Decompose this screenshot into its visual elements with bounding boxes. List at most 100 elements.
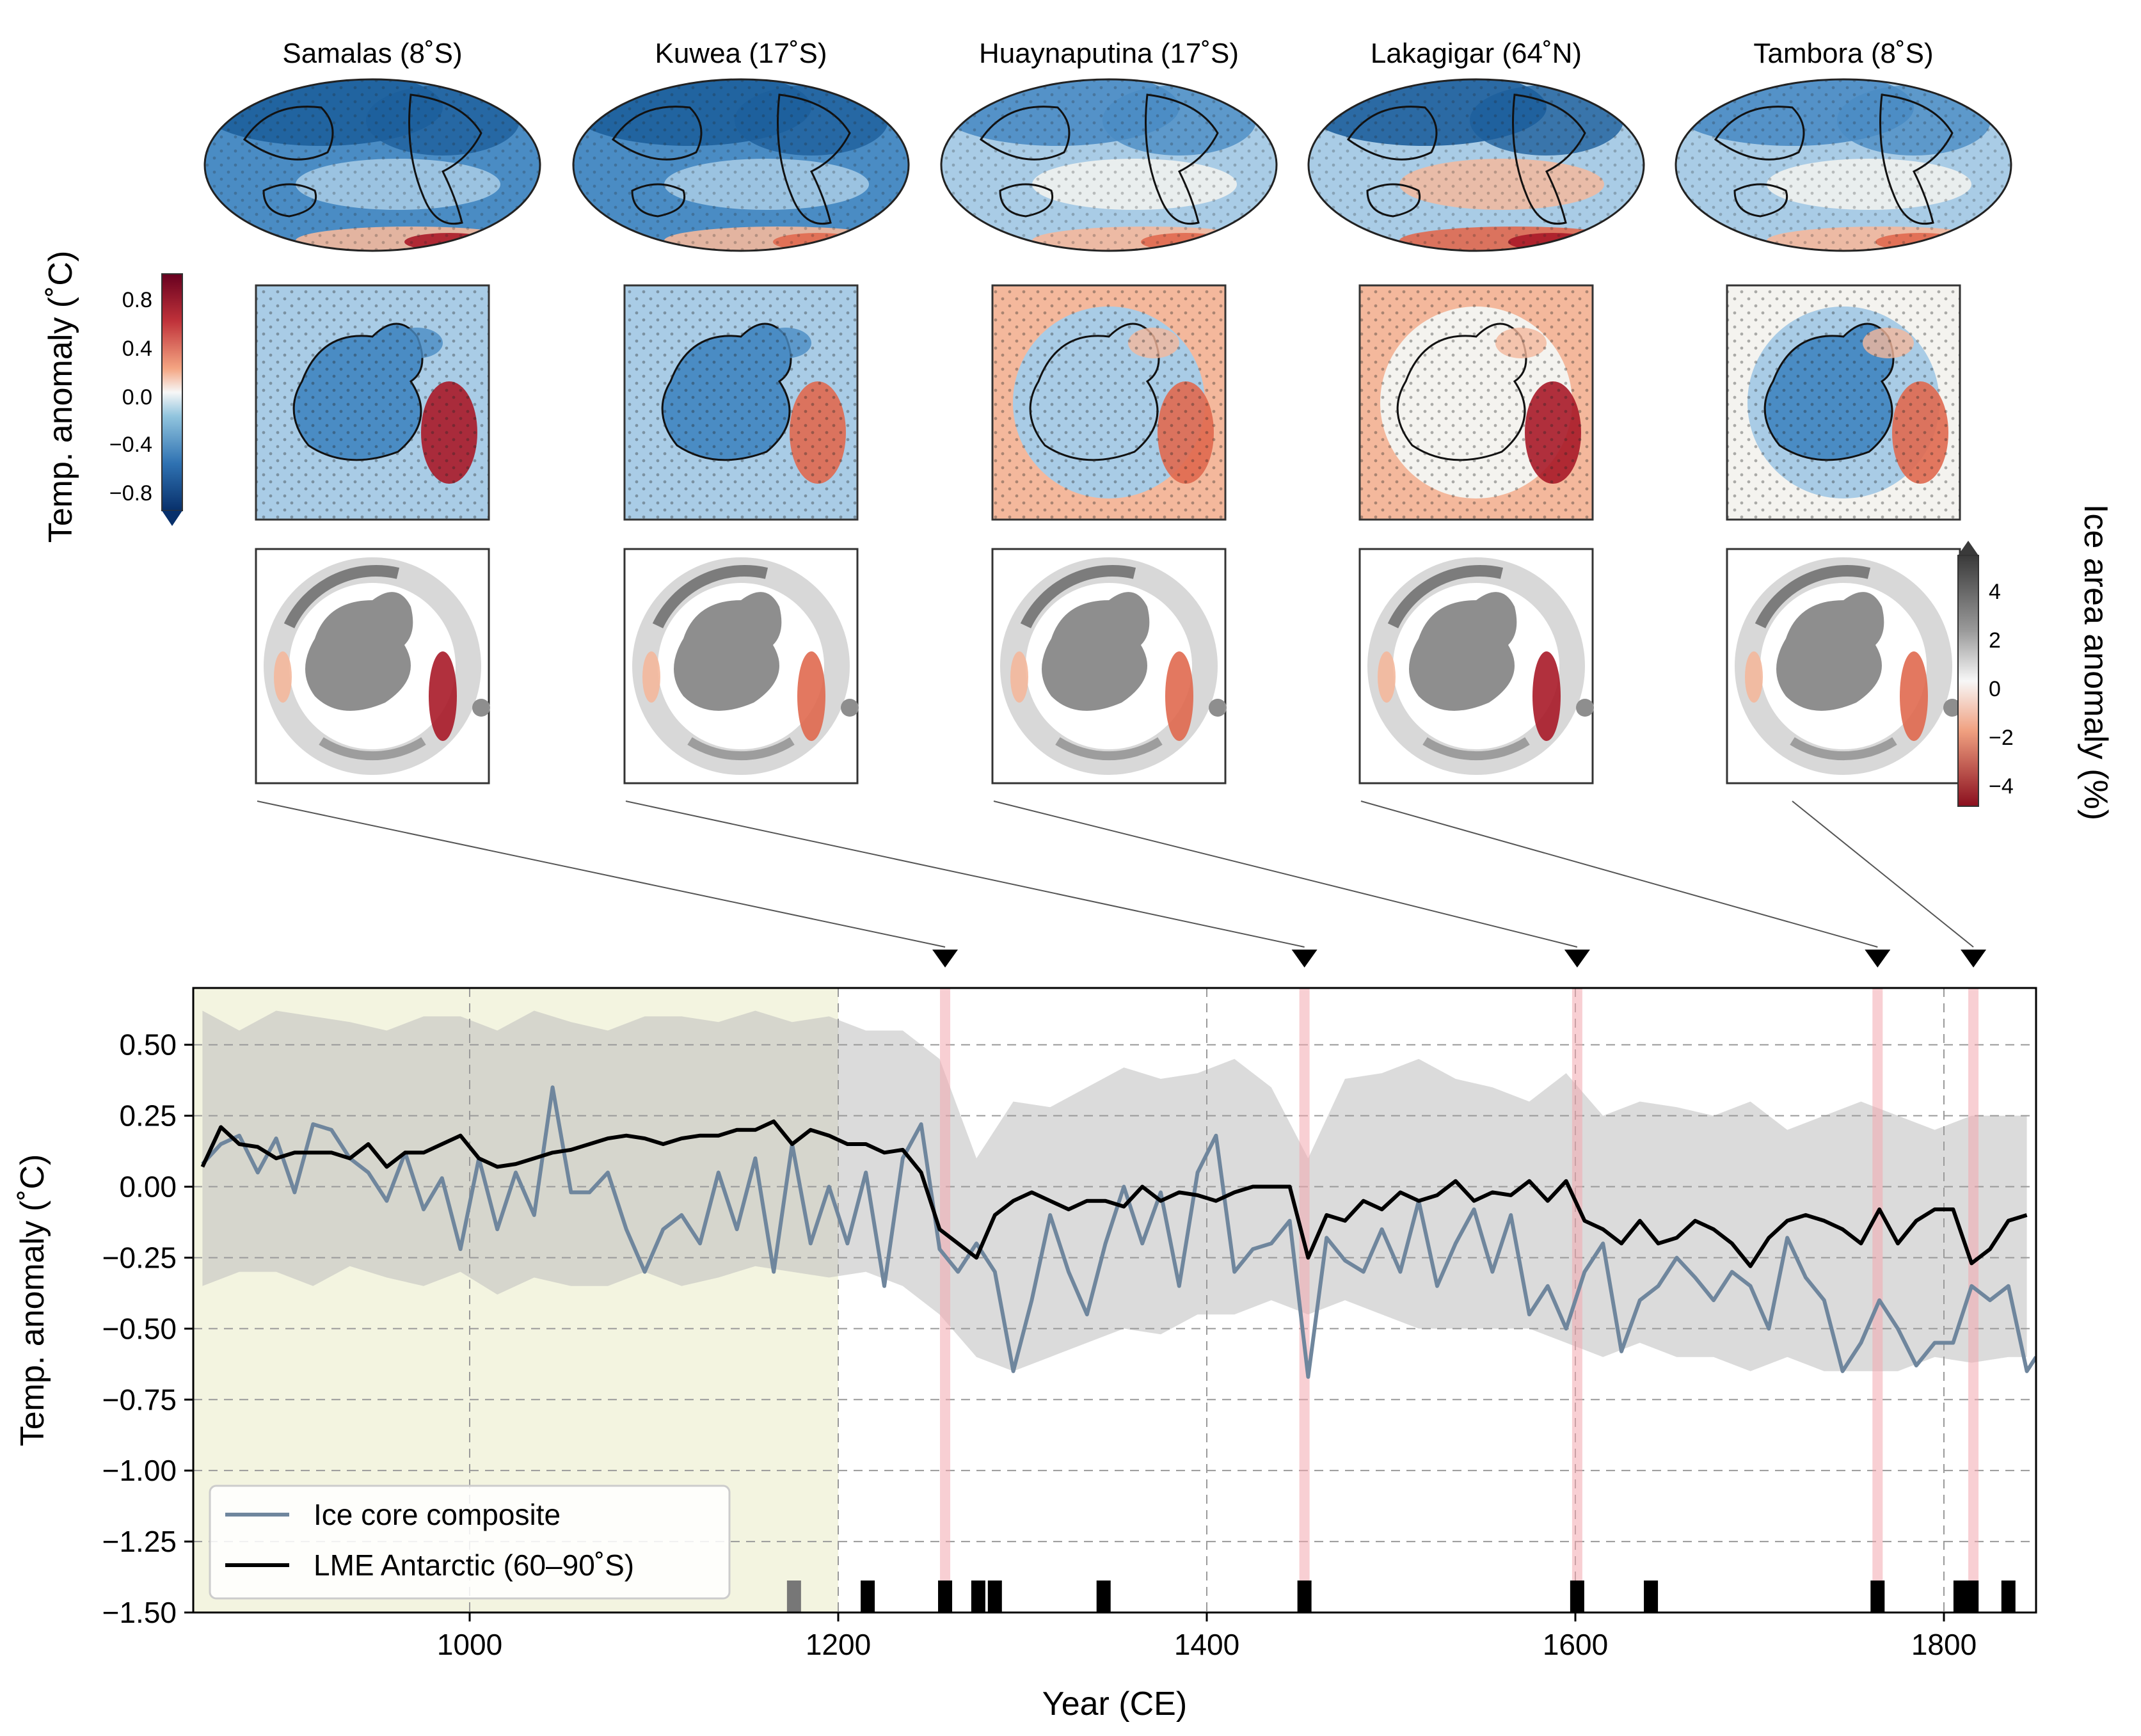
ice-cb-tick: −2 xyxy=(1989,726,2014,750)
x-tick-label: 1800 xyxy=(1911,1628,1977,1661)
connector-line xyxy=(1792,800,1974,948)
temp-cb-tick: 0.0 xyxy=(122,385,152,410)
volcano-panel: Lakagigar (64˚N) xyxy=(1307,38,1645,784)
axis-ticks: 0.50 0.25 0.00 −0.25 −0.50 −0.75 −1.00 −1.25 −1.… xyxy=(102,1028,1977,1661)
eruption-marker xyxy=(1870,1581,1885,1613)
volcano-title: Kuwea (17˚S) xyxy=(655,38,827,69)
event-band xyxy=(940,988,951,1613)
time-series-chart: 0.50 0.25 0.00 −0.25 −0.50 −0.75 −1.00 −1.25 −1.… xyxy=(14,950,2037,1723)
temp-cb-tick: −0.8 xyxy=(109,481,152,506)
event-band xyxy=(1968,988,1979,1613)
y-axis-label: Temp. anomaly (˚C) xyxy=(14,1154,51,1447)
volcano-title: Tambora (8˚S) xyxy=(1753,38,1933,69)
x-tick-label: 1400 xyxy=(1174,1628,1239,1661)
x-tick-label: 1200 xyxy=(806,1628,871,1661)
connector-line xyxy=(1360,800,1878,948)
event-band xyxy=(1299,988,1310,1613)
event-triangle xyxy=(1865,950,1891,968)
temp-cb-tick: −0.4 xyxy=(109,433,152,457)
eruption-marker xyxy=(1964,1581,1979,1613)
temp-cb-tick: 0.4 xyxy=(122,337,152,361)
antarctic-temp-map xyxy=(1360,285,1593,520)
y-tick-label: −0.25 xyxy=(102,1241,177,1274)
legend-ice-core-label: Ice core composite xyxy=(314,1498,561,1531)
x-tick-label: 1000 xyxy=(437,1628,502,1661)
ice-core-composite-line xyxy=(201,1085,2036,1379)
eruption-marker xyxy=(1297,1581,1312,1613)
x-axis-label: Year (CE) xyxy=(1042,1685,1187,1723)
event-triangles xyxy=(932,950,1987,968)
connector-line xyxy=(257,800,946,948)
temp-map-frame xyxy=(623,284,859,521)
legend-lme-label: LME Antarctic (60–90˚S) xyxy=(314,1549,634,1582)
gridlines xyxy=(193,988,2036,1613)
event-triangle xyxy=(932,950,959,968)
eruption-marker xyxy=(861,1581,875,1613)
volcano-title: Lakagigar (64˚N) xyxy=(1371,38,1582,69)
ice-cb-tick: 0 xyxy=(1989,677,2001,701)
eruption-marker xyxy=(2001,1581,2016,1613)
y-tick-label: −1.50 xyxy=(102,1596,177,1629)
map-panels: Samalas (8˚S) Kuwea (17˚S) Huaynaputina (1… xyxy=(203,38,2012,784)
y-tick-label: 0.50 xyxy=(119,1028,177,1062)
y-tick-label: 0.00 xyxy=(119,1170,177,1204)
antarctic-temp-map xyxy=(1727,285,1960,520)
ice-cb-tick: 4 xyxy=(1989,580,2001,604)
eruption-marker xyxy=(1570,1581,1584,1613)
ice-colorbar-label: Ice area anomaly (%) xyxy=(2077,504,2114,820)
x-tick-label: 1600 xyxy=(1543,1628,1608,1661)
sea-ice-map xyxy=(991,548,1227,784)
global-temp-map xyxy=(941,79,1277,251)
eruption-marker xyxy=(1953,1581,1968,1613)
y-tick-label: 0.25 xyxy=(119,1099,177,1133)
volcano-title: Huaynaputina (17˚S) xyxy=(979,38,1239,69)
uncertainty-band xyxy=(202,1010,2027,1371)
connector-lines xyxy=(257,800,1974,948)
antarctic-temp-map xyxy=(992,285,1225,520)
temp-colorbar-label: Temp. anomaly (˚C) xyxy=(42,251,79,543)
temp-map-frame xyxy=(1726,284,1961,521)
sea-ice-map xyxy=(1726,548,1961,784)
globe-outline xyxy=(1307,78,1645,252)
sea-ice-map xyxy=(255,548,490,784)
y-tick-label: −1.00 xyxy=(102,1454,177,1487)
y-tick-label: −0.75 xyxy=(102,1383,177,1416)
eruption-marker xyxy=(987,1581,1002,1613)
sea-ice-map xyxy=(1358,548,1594,784)
temp-map-frame xyxy=(255,284,490,521)
global-temp-map xyxy=(573,79,909,251)
connector-line xyxy=(993,800,1578,948)
plot-frame xyxy=(192,987,2037,1614)
ice-cb-tick: 2 xyxy=(1989,628,2001,653)
volcano-panel: Samalas (8˚S) xyxy=(203,38,541,784)
event-triangle xyxy=(1564,950,1590,968)
antarctic-temp-map xyxy=(625,285,857,520)
temp-cb-tick: 0.8 xyxy=(122,288,152,312)
volcano-title: Samalas (8˚S) xyxy=(282,38,462,69)
antarctic-temp-map xyxy=(256,285,489,520)
eruption-marker xyxy=(971,1581,985,1613)
lme-antarctic-line xyxy=(200,1119,2028,1268)
event-triangle xyxy=(1961,950,1987,968)
eruption-markers xyxy=(786,1581,2016,1613)
y-tick-label: −0.50 xyxy=(102,1312,177,1345)
event-triangle xyxy=(1291,950,1317,968)
globe-outline xyxy=(572,78,910,252)
y-tick-label: −1.25 xyxy=(102,1525,177,1558)
volcano-panel: Tambora (8˚S) xyxy=(1675,38,2012,784)
eruption-marker xyxy=(786,1581,801,1613)
ice-colorbar: 4 2 0 −2 −4 Ice area anomaly (%) xyxy=(1957,504,2114,820)
globe-outline xyxy=(203,78,541,252)
ice-cb-tick: −4 xyxy=(1989,774,2014,799)
globe-outline xyxy=(940,78,1278,252)
eruption-marker xyxy=(938,1581,953,1613)
connector-line xyxy=(625,800,1305,948)
volcano-panel: Kuwea (17˚S) xyxy=(572,38,910,784)
eruption-marker xyxy=(1644,1581,1659,1613)
temp-map-frame xyxy=(1358,284,1594,521)
globe-outline xyxy=(1675,78,2012,252)
sea-ice-map xyxy=(623,548,859,784)
temp-map-frame xyxy=(991,284,1227,521)
temp-colorbar: 0.8 0.4 0.0 −0.4 −0.8 Temp. anomaly (˚C) xyxy=(42,251,183,543)
